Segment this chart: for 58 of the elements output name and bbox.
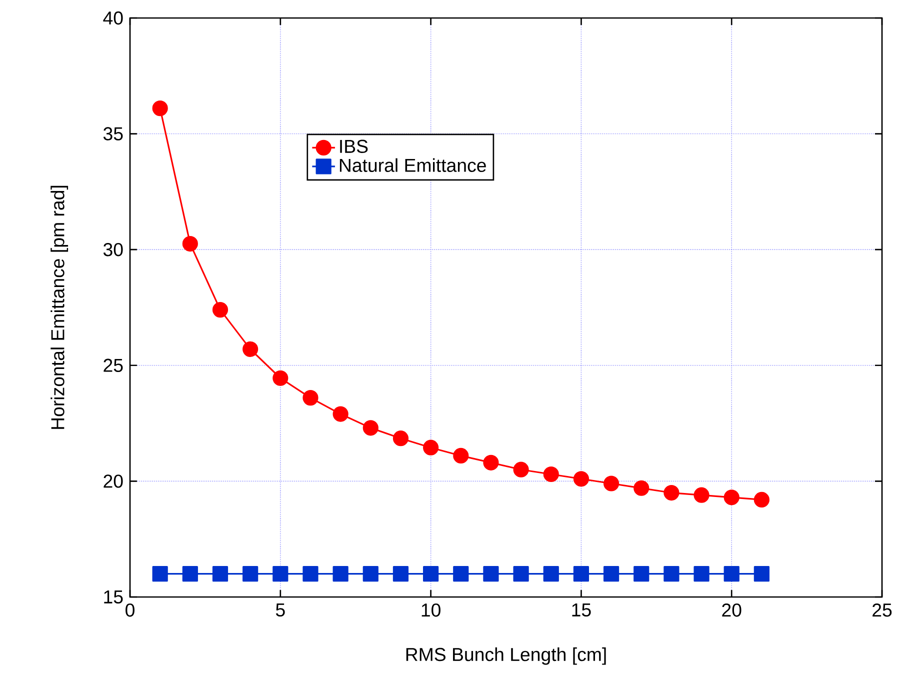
point bbox=[603, 566, 620, 582]
point bbox=[483, 566, 499, 582]
point bbox=[603, 476, 620, 492]
x-axis-title: RMS Bunch Length [cm] bbox=[406, 647, 606, 665]
point bbox=[272, 566, 288, 582]
point bbox=[634, 480, 650, 496]
point bbox=[453, 566, 469, 582]
point bbox=[242, 566, 258, 582]
x-tick-label: 20 bbox=[722, 603, 742, 617]
point bbox=[423, 440, 439, 456]
point bbox=[513, 462, 529, 478]
x-tick-label: 0 bbox=[126, 603, 134, 617]
point bbox=[483, 454, 499, 470]
point bbox=[182, 566, 198, 582]
point bbox=[423, 566, 439, 582]
y-axis-title: Horizontal Emittance [pm rad] bbox=[50, 186, 68, 429]
point bbox=[302, 390, 318, 406]
point bbox=[754, 566, 770, 582]
point bbox=[694, 487, 710, 503]
point bbox=[212, 566, 228, 582]
point bbox=[543, 566, 559, 582]
point bbox=[242, 341, 258, 357]
point bbox=[362, 566, 378, 582]
point bbox=[392, 430, 409, 446]
point bbox=[212, 302, 228, 318]
point bbox=[152, 566, 168, 582]
point bbox=[513, 566, 529, 582]
x-tick-label: 10 bbox=[422, 603, 440, 617]
point bbox=[724, 490, 740, 506]
legend-label: Natural Emittance bbox=[340, 158, 486, 172]
point bbox=[573, 566, 590, 582]
point bbox=[152, 100, 168, 116]
y-tick-label: 35 bbox=[103, 127, 123, 140]
y-tick-label: 40 bbox=[103, 11, 123, 25]
point bbox=[664, 484, 680, 501]
y-tick-label: 30 bbox=[103, 242, 123, 256]
x-tick-label: 15 bbox=[572, 603, 591, 617]
point bbox=[724, 566, 740, 582]
point bbox=[302, 566, 318, 582]
point bbox=[694, 566, 710, 582]
x-tick-label: 5 bbox=[276, 603, 285, 617]
y-tick-label: 25 bbox=[104, 358, 123, 372]
x-tick-label: 25 bbox=[872, 603, 892, 617]
y-tick-label: 15 bbox=[104, 590, 123, 604]
point bbox=[543, 466, 559, 482]
point bbox=[754, 492, 770, 508]
point bbox=[392, 566, 409, 582]
point bbox=[573, 471, 590, 487]
point bbox=[272, 370, 288, 386]
legend-label: IBS bbox=[340, 140, 368, 154]
point bbox=[332, 566, 348, 582]
point bbox=[453, 448, 469, 464]
point bbox=[664, 566, 680, 582]
point bbox=[362, 420, 378, 436]
y-tick-label: 20 bbox=[104, 474, 123, 488]
point bbox=[332, 406, 348, 422]
point bbox=[182, 236, 198, 252]
point bbox=[634, 566, 650, 582]
